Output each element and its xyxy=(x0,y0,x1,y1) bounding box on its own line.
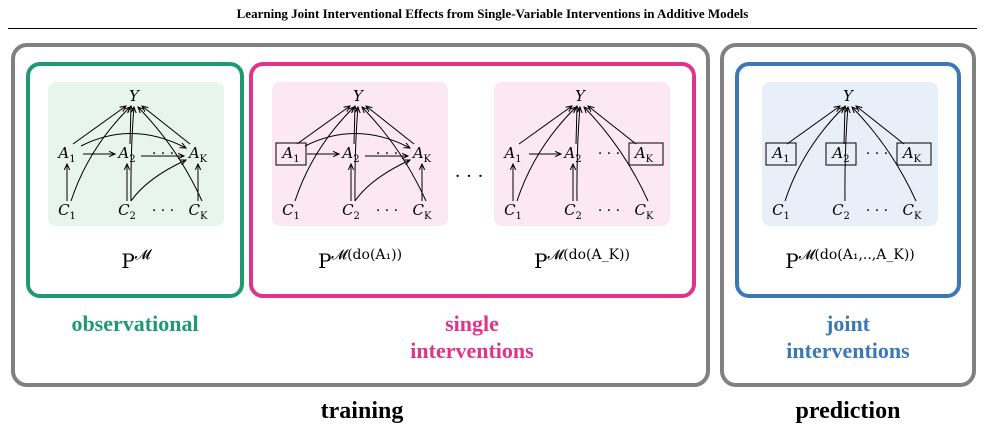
edge-a1-y xyxy=(786,106,840,145)
node-a2: A2 xyxy=(116,144,135,165)
graph-panel-single-ak: Y A1 A2 AK C1 C2 CK · · · · · · P𝓜(do(A_K)) xyxy=(494,82,670,273)
edge-ck-y xyxy=(362,107,427,202)
edge-ak-y xyxy=(856,106,905,145)
node-ak: AK xyxy=(901,144,922,165)
node-a1: A1 xyxy=(770,144,789,165)
distribution-label: P𝓜 xyxy=(121,247,152,273)
edge-c2-y xyxy=(131,107,134,202)
node-y: Y xyxy=(129,87,141,105)
bottom-dots: · · · xyxy=(866,203,888,219)
node-c1: C1 xyxy=(772,201,790,222)
node-a1: A1 xyxy=(502,144,521,165)
middle-dots: · · · xyxy=(152,146,174,162)
joint-label-line1: joint xyxy=(825,311,871,336)
panel-background xyxy=(762,82,938,226)
edge-c1-y xyxy=(70,107,130,202)
distribution-label: P𝓜(do(A₁)) xyxy=(318,247,402,273)
edge-a1-y xyxy=(72,106,126,145)
joint-label-line2: interventions xyxy=(786,338,910,363)
node-ak: AK xyxy=(411,144,432,165)
bottom-dots: · · · xyxy=(598,203,620,219)
edge-a1-y xyxy=(296,106,350,145)
node-c2: C2 xyxy=(342,201,360,222)
edge-a1-ak xyxy=(304,133,410,148)
single-label-line1: single xyxy=(445,311,499,336)
single-label-line2: interventions xyxy=(410,338,534,363)
edge-c2-ak xyxy=(130,160,186,202)
node-a2: A2 xyxy=(562,144,581,165)
panel-background xyxy=(272,82,448,226)
intervention-box-ak xyxy=(896,142,932,166)
node-a1: A1 xyxy=(56,144,75,165)
edge-ck-y xyxy=(852,107,917,202)
node-y: Y xyxy=(575,87,587,105)
middle-dots: · · · xyxy=(598,146,620,162)
node-ck: CK xyxy=(903,201,922,222)
node-a2: A2 xyxy=(340,144,359,165)
training-label: training xyxy=(321,398,404,424)
prediction-outer-box xyxy=(720,43,976,387)
node-ck: CK xyxy=(413,201,432,222)
node-ck: CK xyxy=(635,201,654,222)
panel-background xyxy=(494,82,670,226)
node-c2: C2 xyxy=(832,201,850,222)
observational-box xyxy=(26,62,244,298)
node-a2: A2 xyxy=(830,144,849,165)
training-outer-box xyxy=(11,43,710,387)
edge-c1-y xyxy=(784,107,844,202)
edge-ak-y xyxy=(588,106,637,145)
edge-c2-y xyxy=(845,107,848,202)
prediction-label: prediction xyxy=(796,398,901,424)
bottom-dots: · · · xyxy=(376,203,398,219)
edge-ak-y xyxy=(142,106,191,145)
distribution-label: P𝓜(do(A_K)) xyxy=(534,247,630,273)
node-ak: AK xyxy=(187,144,208,165)
edge-a1-y xyxy=(518,106,572,145)
intervention-box-ak xyxy=(628,142,664,166)
edge-ck-y xyxy=(584,107,649,202)
bottom-dots: · · · xyxy=(152,203,174,219)
node-c1: C1 xyxy=(504,201,522,222)
middle-dots: · · · xyxy=(376,146,398,162)
node-y: Y xyxy=(353,87,365,105)
edge-ck-y xyxy=(138,107,203,202)
graph-panel-observational: Y A1 A2 AK C1 C2 CK · · · · · · P𝓜 xyxy=(48,82,224,273)
edge-c1-y xyxy=(516,107,576,202)
node-y: Y xyxy=(843,87,855,105)
node-a1: A1 xyxy=(280,144,299,165)
node-c2: C2 xyxy=(564,201,582,222)
edge-ak-y xyxy=(366,106,415,145)
edge-c2-y xyxy=(355,107,358,202)
graph-panel-joint: Y A1 A2 AK C1 C2 CK · · · · · · P𝓜(do(A₁,..,A_K)) xyxy=(762,82,938,273)
intervention-box-a2 xyxy=(825,142,857,166)
node-c2: C2 xyxy=(118,201,136,222)
node-ck: CK xyxy=(189,201,208,222)
edge-c1-y xyxy=(294,107,354,202)
node-c1: C1 xyxy=(282,201,300,222)
node-c1: C1 xyxy=(58,201,76,222)
graph-panels: Y A1 A2 AK C1 C2 CK · · · · · · P𝓜 Y A1 A2 AK C1 C2 CK · … xyxy=(48,82,938,273)
middle-dots: · · · xyxy=(866,146,888,162)
graph-panel-single-a1: Y A1 A2 AK C1 C2 CK · · · · · · P𝓜(do(A₁)) xyxy=(272,82,448,273)
distribution-label: P𝓜(do(A₁,..,A_K)) xyxy=(785,247,915,273)
paper-header: Learning Joint Interventional Effects fr… xyxy=(236,6,749,21)
intervention-box-a1 xyxy=(765,142,797,166)
panel-ellipsis: · · · xyxy=(455,166,484,187)
edge-c2-ak xyxy=(354,160,410,202)
joint-interventions-box xyxy=(735,62,961,298)
observational-label: observational xyxy=(71,311,198,336)
edge-c2-y xyxy=(577,107,580,202)
header-rule xyxy=(8,28,977,29)
single-interventions-box xyxy=(249,62,696,298)
node-ak: AK xyxy=(633,144,654,165)
edge-a1-ak xyxy=(80,133,186,148)
intervention-box-a1 xyxy=(275,142,307,166)
panel-background xyxy=(48,82,224,226)
